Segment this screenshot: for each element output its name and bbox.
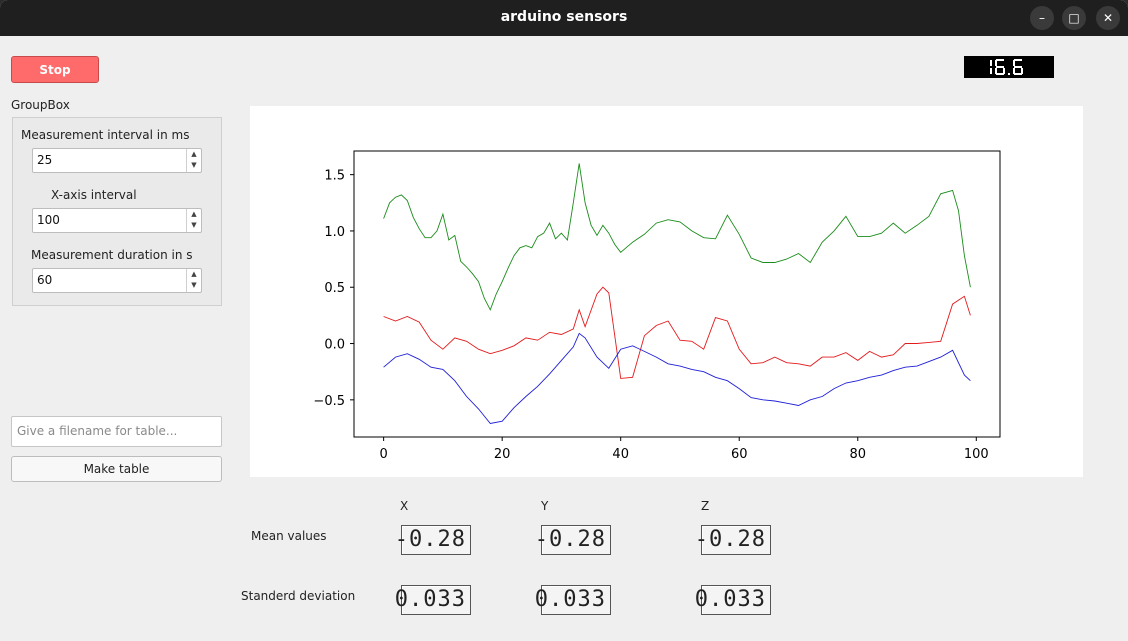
std-x-value: 0.033 xyxy=(394,587,466,612)
mean-z-lcd: -0.28 xyxy=(695,525,771,555)
interval-stepper: ▲ ▼ xyxy=(186,149,201,172)
top-lcd-display xyxy=(964,56,1054,78)
duration-value: 60 xyxy=(37,273,53,287)
settings-groupbox: Measurement interval in ms 25 ▲ ▼ X-axis… xyxy=(12,117,222,306)
stop-button[interactable]: Stop xyxy=(11,56,99,83)
interval-spinbox[interactable]: 25 ▲ ▼ xyxy=(32,148,202,173)
mean-x-value: -0.28 xyxy=(394,527,466,552)
x-tick-label: 80 xyxy=(849,447,866,462)
minimize-button[interactable]: – xyxy=(1030,6,1054,30)
header-y: Y xyxy=(541,499,549,513)
y-tick-label: 1.0 xyxy=(324,225,345,240)
interval-up-arrow-icon[interactable]: ▲ xyxy=(191,150,197,158)
mean-y-value: -0.28 xyxy=(534,527,606,552)
series-line-0 xyxy=(383,163,971,311)
y-tick-label: 1.5 xyxy=(324,169,345,184)
x-tick-label: 60 xyxy=(731,447,748,462)
xaxis-up-arrow-icon[interactable]: ▲ xyxy=(191,210,197,218)
top-lcd-digit xyxy=(1013,59,1023,75)
window-title: arduino sensors xyxy=(500,9,628,25)
top-lcd-digit xyxy=(995,59,1005,75)
sensor-plot: 0 20 40 60 80 100 −0.5 0.0 0.5 1.0 1.5 xyxy=(250,106,1083,477)
y-tick-label: 0.0 xyxy=(324,338,345,353)
xaxis-value: 100 xyxy=(37,213,60,227)
top-lcd-decimal-point xyxy=(1008,73,1010,75)
std-y-value: 0.033 xyxy=(534,587,606,612)
y-tick-label: 0.5 xyxy=(324,281,345,296)
sensor-chart: 0 20 40 60 80 100 −0.5 0.0 0.5 1.0 1.5 xyxy=(313,150,1001,462)
duration-label: Measurement duration in s xyxy=(31,248,193,262)
groupbox-title: GroupBox xyxy=(11,98,70,112)
x-tick-label: 100 xyxy=(964,447,989,462)
main-content: Stop GroupBox Measurement interval in ms… xyxy=(0,36,1128,641)
header-z: Z xyxy=(701,499,710,513)
xaxis-label: X-axis interval xyxy=(51,188,137,202)
filename-input[interactable]: Give a filename for table... xyxy=(11,416,222,447)
interval-label: Measurement interval in ms xyxy=(21,128,190,142)
maximize-button[interactable]: □ xyxy=(1062,6,1086,30)
plot-frame xyxy=(353,150,1001,438)
xaxis-down-arrow-icon[interactable]: ▼ xyxy=(191,221,197,229)
mean-y-lcd: -0.28 xyxy=(535,525,611,555)
interval-value: 25 xyxy=(37,153,53,167)
std-z-lcd: 0.033 xyxy=(695,585,771,615)
x-tick-label: 0 xyxy=(379,447,387,462)
close-button[interactable]: ✕ xyxy=(1096,6,1120,30)
duration-down-arrow-icon[interactable]: ▼ xyxy=(191,281,197,289)
top-lcd-digits xyxy=(990,59,1023,75)
header-x: X xyxy=(400,499,409,513)
title-bar: arduino sensors – □ ✕ xyxy=(0,0,1128,36)
std-y-lcd: 0.033 xyxy=(535,585,611,615)
xaxis-spinbox[interactable]: 100 ▲ ▼ xyxy=(32,208,202,233)
series-line-2 xyxy=(383,332,971,424)
x-tick-label: 20 xyxy=(494,447,511,462)
series-line-1 xyxy=(383,286,971,379)
x-tick-label: 40 xyxy=(612,447,629,462)
top-lcd-digit xyxy=(990,60,992,74)
duration-spinbox[interactable]: 60 ▲ ▼ xyxy=(32,268,202,293)
mean-z-value: -0.28 xyxy=(694,527,766,552)
mean-values-label: Mean values xyxy=(251,529,327,543)
y-tick-label: −0.5 xyxy=(313,394,345,409)
duration-stepper: ▲ ▼ xyxy=(186,269,201,292)
std-deviation-label: Standerd deviation xyxy=(241,589,356,603)
std-x-lcd: 0.033 xyxy=(395,585,471,615)
duration-up-arrow-icon[interactable]: ▲ xyxy=(191,270,197,278)
xaxis-stepper: ▲ ▼ xyxy=(186,209,201,232)
interval-down-arrow-icon[interactable]: ▼ xyxy=(191,161,197,169)
mean-x-lcd: -0.28 xyxy=(395,525,471,555)
make-table-button[interactable]: Make table xyxy=(11,456,222,482)
std-z-value: 0.033 xyxy=(694,587,766,612)
